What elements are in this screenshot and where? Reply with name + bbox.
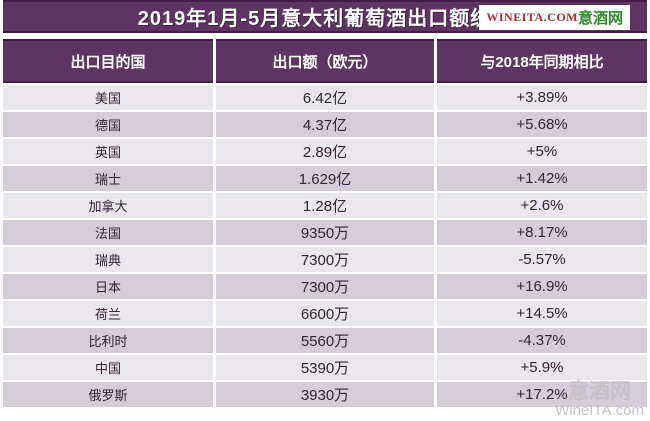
table-row: 瑞典 7300万 -5.57% xyxy=(3,247,647,272)
export-table: 出口目的国 出口额（欧元） 与2018年同期相比 美国 6.42亿 +3.89% 德国… xyxy=(0,37,650,409)
cell-change: +1.42% xyxy=(437,166,647,191)
cell-country: 日本 xyxy=(3,274,213,299)
cell-country: 瑞典 xyxy=(3,247,213,272)
table-row: 美国 6.42亿 +3.89% xyxy=(3,85,647,110)
table-row: 德国 4.37亿 +5.68% xyxy=(3,112,647,137)
col-header-country: 出口目的国 xyxy=(3,39,213,83)
cell-value: 9350万 xyxy=(216,220,434,245)
cell-change: +16.9% xyxy=(437,274,647,299)
col-header-value: 出口额（欧元） xyxy=(216,39,434,83)
cell-value: 2.89亿 xyxy=(216,139,434,164)
col-header-change: 与2018年同期相比 xyxy=(437,39,647,83)
cell-change: +8.17% xyxy=(437,220,647,245)
title-bar: 2019年1月-5月意大利葡萄酒出口额统计 WINEITA.COM 意酒网 xyxy=(3,0,647,33)
table-row: 中国 5390万 +5.9% xyxy=(3,355,647,380)
table-row: 英国 2.89亿 +5% xyxy=(3,139,647,164)
wineita-logo: WINEITA.COM 意酒网 xyxy=(479,5,630,30)
table-row: 俄罗斯 3930万 +17.2% xyxy=(3,382,647,407)
cell-value: 7300万 xyxy=(216,247,434,272)
cell-value: 7300万 xyxy=(216,274,434,299)
cell-country: 美国 xyxy=(3,85,213,110)
cell-change: +5.9% xyxy=(437,355,647,380)
cell-value: 1.629亿 xyxy=(216,166,434,191)
cell-country: 比利时 xyxy=(3,328,213,353)
table-row: 日本 7300万 +16.9% xyxy=(3,274,647,299)
table-row: 荷兰 6600万 +14.5% xyxy=(3,301,647,326)
cell-change: +5% xyxy=(437,139,647,164)
table-body: 美国 6.42亿 +3.89% 德国 4.37亿 +5.68% 英国 2.89亿 +5% 瑞士 1.… xyxy=(3,85,647,407)
cell-value: 5560万 xyxy=(216,328,434,353)
cell-change: +14.5% xyxy=(437,301,647,326)
cell-value: 3930万 xyxy=(216,382,434,407)
logo-latin-text: WINEITA.COM xyxy=(486,10,578,24)
logo-cn-text: 意酒网 xyxy=(577,10,623,27)
table-row: 比利时 5560万 -4.37% xyxy=(3,328,647,353)
table-row: 瑞士 1.629亿 +1.42% xyxy=(3,166,647,191)
cell-value: 4.37亿 xyxy=(216,112,434,137)
cell-country: 法国 xyxy=(3,220,213,245)
cell-country: 德国 xyxy=(3,112,213,137)
cell-country: 瑞士 xyxy=(3,166,213,191)
page-title: 2019年1月-5月意大利葡萄酒出口额统计 xyxy=(137,8,513,30)
cell-change: +5.68% xyxy=(437,112,647,137)
cell-country: 中国 xyxy=(3,355,213,380)
cell-country: 俄罗斯 xyxy=(3,382,213,407)
cell-change: +3.89% xyxy=(437,85,647,110)
table-row: 加拿大 1.28亿 +2.6% xyxy=(3,193,647,218)
cell-country: 加拿大 xyxy=(3,193,213,218)
cell-change: +2.6% xyxy=(437,193,647,218)
cell-country: 英国 xyxy=(3,139,213,164)
header-row: 出口目的国 出口额（欧元） 与2018年同期相比 xyxy=(3,39,647,83)
cell-country: 荷兰 xyxy=(3,301,213,326)
cell-value: 6600万 xyxy=(216,301,434,326)
cell-value: 5390万 xyxy=(216,355,434,380)
cell-change: -4.37% xyxy=(437,328,647,353)
cell-change: +17.2% xyxy=(437,382,647,407)
cell-change: -5.57% xyxy=(437,247,647,272)
cell-value: 1.28亿 xyxy=(216,193,434,218)
cell-value: 6.42亿 xyxy=(216,85,434,110)
table-row: 法国 9350万 +8.17% xyxy=(3,220,647,245)
